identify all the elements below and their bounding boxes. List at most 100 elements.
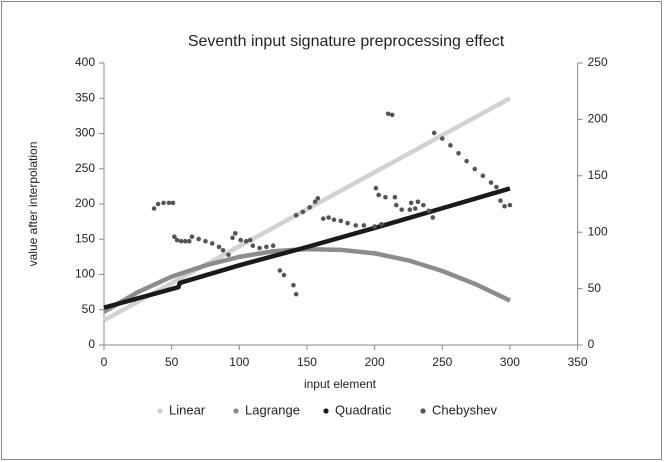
legend-label: Quadratic xyxy=(335,402,392,417)
series-point xyxy=(373,185,379,191)
series-point xyxy=(281,272,287,278)
series-point xyxy=(393,202,399,208)
series-point xyxy=(415,199,421,205)
y2-tick-label: 100 xyxy=(588,224,608,238)
series-point xyxy=(507,202,513,208)
x-axis-label: input element xyxy=(304,377,377,391)
series-point xyxy=(172,234,177,240)
y2-tick-label: 200 xyxy=(588,112,608,126)
series-point xyxy=(230,235,235,241)
series-point xyxy=(209,241,215,246)
y-tick-label: 150 xyxy=(75,231,95,245)
series-point xyxy=(250,243,256,249)
y-tick-label: 250 xyxy=(75,161,95,175)
series-point xyxy=(379,222,384,227)
series-point xyxy=(502,203,507,209)
series-point xyxy=(464,158,469,164)
series-point xyxy=(372,224,377,229)
legend-label: Chebyshev xyxy=(432,402,498,417)
x-tick-label: 150 xyxy=(297,355,317,369)
series-point xyxy=(166,200,172,206)
series-point xyxy=(307,205,312,210)
y2-tick-label: 0 xyxy=(588,337,595,351)
series-point xyxy=(312,199,318,205)
legend-label: Lagrange xyxy=(245,402,300,417)
legend-marker xyxy=(157,408,163,414)
series-point xyxy=(385,111,391,117)
series-point xyxy=(407,207,413,212)
series-point xyxy=(291,282,296,288)
series-point xyxy=(331,217,337,223)
series-point xyxy=(247,237,253,243)
series-point xyxy=(174,237,180,243)
y-tick-label: 300 xyxy=(75,126,95,140)
series-point xyxy=(439,136,445,141)
series-point xyxy=(412,206,418,211)
series-line xyxy=(103,186,511,310)
legend-marker xyxy=(323,408,329,414)
series-point xyxy=(226,252,231,258)
y-tick-label: 400 xyxy=(75,55,95,69)
y-tick-label: 100 xyxy=(75,267,95,281)
series-point xyxy=(472,166,478,172)
series-line xyxy=(102,96,512,323)
series-point xyxy=(293,291,299,297)
series-point xyxy=(203,238,208,244)
x-tick-label: 0 xyxy=(101,355,108,369)
series-point xyxy=(408,200,414,206)
x-tick-label: 200 xyxy=(365,355,385,369)
series-point xyxy=(383,194,388,200)
x-tick-label: 300 xyxy=(500,355,520,369)
series-point xyxy=(238,237,243,243)
series-point xyxy=(456,150,461,156)
series-point xyxy=(480,173,486,179)
series-point xyxy=(421,202,426,208)
series-point xyxy=(498,198,503,203)
x-tick-label: 50 xyxy=(165,355,179,369)
series-point xyxy=(232,231,238,236)
series-point xyxy=(264,244,269,250)
series-point xyxy=(376,192,381,198)
series-point xyxy=(353,223,358,228)
series-point xyxy=(161,200,166,206)
series-point xyxy=(448,143,453,148)
series-point xyxy=(257,245,262,251)
legend-label: Linear xyxy=(169,402,206,417)
series-point xyxy=(488,180,494,185)
series-point xyxy=(338,218,344,224)
y2-tick-label: 50 xyxy=(588,281,602,295)
series-point xyxy=(426,208,432,214)
series-point xyxy=(196,236,202,242)
series-point xyxy=(389,112,395,118)
chart-title: Seventh input signature preprocessing ef… xyxy=(188,33,505,50)
series-point xyxy=(182,238,188,244)
x-tick-label: 350 xyxy=(568,355,588,369)
series-point xyxy=(189,234,195,240)
series-point xyxy=(345,220,350,226)
series-point xyxy=(494,184,499,190)
y-axis-label: value after interpolation xyxy=(26,142,40,267)
series-point xyxy=(315,196,321,201)
series-point xyxy=(220,247,226,253)
series-point xyxy=(430,215,436,220)
legend-marker xyxy=(420,408,426,414)
series-point xyxy=(155,201,161,207)
legend-marker xyxy=(233,408,239,414)
series-point xyxy=(300,209,306,215)
y-tick-label: 50 xyxy=(82,302,96,316)
series-point xyxy=(392,194,398,200)
series-point xyxy=(320,216,326,221)
y-tick-label: 0 xyxy=(88,337,95,351)
y2-tick-label: 150 xyxy=(588,168,608,182)
y-tick-label: 200 xyxy=(75,196,95,210)
series-point xyxy=(399,207,404,212)
series-point xyxy=(243,238,249,244)
y2-tick-label: 250 xyxy=(588,55,608,69)
series-point xyxy=(178,238,184,244)
series-point xyxy=(326,215,331,220)
y-tick-label: 350 xyxy=(75,90,95,104)
series-point xyxy=(151,206,157,211)
series-point xyxy=(361,223,367,228)
